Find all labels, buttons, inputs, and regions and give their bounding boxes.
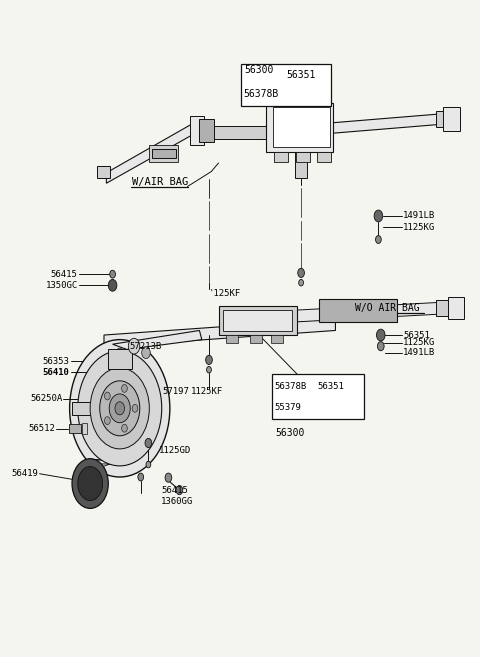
Circle shape: [115, 402, 124, 415]
Polygon shape: [226, 335, 238, 343]
Text: 1350GC: 1350GC: [46, 281, 78, 290]
Text: 56353: 56353: [42, 357, 69, 366]
Circle shape: [105, 417, 110, 424]
Text: 56300: 56300: [244, 65, 273, 75]
Text: 56351: 56351: [287, 70, 316, 79]
Text: 56300: 56300: [276, 428, 305, 438]
Text: 57197: 57197: [162, 388, 189, 396]
Circle shape: [78, 351, 162, 466]
Circle shape: [132, 405, 138, 412]
Circle shape: [377, 342, 384, 351]
Polygon shape: [72, 402, 113, 415]
Polygon shape: [436, 300, 452, 316]
Polygon shape: [295, 302, 441, 322]
Circle shape: [142, 347, 150, 359]
Text: 1491LB: 1491LB: [403, 348, 435, 357]
Text: 56415: 56415: [51, 270, 78, 279]
Polygon shape: [190, 116, 204, 145]
Bar: [273, 374, 364, 419]
Circle shape: [165, 473, 172, 482]
Circle shape: [70, 340, 170, 477]
Circle shape: [110, 270, 116, 278]
Circle shape: [138, 473, 144, 481]
Text: 57213B: 57213B: [129, 342, 162, 351]
Polygon shape: [149, 145, 178, 162]
Text: 56378B: 56378B: [275, 382, 307, 390]
Polygon shape: [447, 297, 464, 319]
Circle shape: [376, 329, 385, 341]
Polygon shape: [296, 152, 310, 162]
Text: 1125GD: 1125GD: [159, 446, 191, 455]
Circle shape: [108, 279, 117, 291]
Text: '125KF: '125KF: [209, 289, 241, 298]
Circle shape: [78, 466, 103, 501]
Text: 1491LB: 1491LB: [403, 212, 435, 221]
Text: 56378B: 56378B: [243, 89, 278, 99]
Circle shape: [126, 352, 132, 360]
Polygon shape: [271, 335, 283, 343]
Bar: [69, 424, 81, 433]
Polygon shape: [319, 299, 397, 322]
Polygon shape: [274, 107, 330, 147]
Text: W/AIR BAG: W/AIR BAG: [132, 177, 188, 187]
Polygon shape: [317, 152, 331, 162]
Text: 56250A: 56250A: [30, 394, 62, 403]
Polygon shape: [257, 114, 441, 139]
Polygon shape: [84, 464, 117, 474]
Circle shape: [105, 392, 110, 400]
Text: 56512: 56512: [28, 424, 55, 433]
Circle shape: [90, 368, 149, 449]
Text: 56351: 56351: [317, 382, 344, 390]
Polygon shape: [107, 122, 195, 183]
Polygon shape: [295, 152, 307, 178]
Circle shape: [206, 367, 211, 373]
Polygon shape: [113, 330, 202, 350]
Circle shape: [176, 486, 183, 495]
Text: 1125KF: 1125KF: [192, 388, 224, 396]
Circle shape: [375, 236, 381, 244]
Text: 56415: 56415: [161, 486, 188, 495]
Polygon shape: [223, 310, 292, 331]
Circle shape: [299, 279, 303, 286]
Polygon shape: [104, 319, 336, 347]
Text: 1125KG: 1125KG: [403, 223, 435, 232]
Circle shape: [100, 381, 140, 436]
Text: 56419: 56419: [11, 469, 38, 478]
Text: 1125KG: 1125KG: [403, 338, 435, 348]
Text: 56351: 56351: [403, 330, 430, 340]
Polygon shape: [443, 107, 459, 131]
Bar: [241, 64, 331, 106]
Circle shape: [205, 355, 212, 365]
Bar: [82, 422, 87, 434]
Polygon shape: [202, 125, 269, 139]
Circle shape: [109, 394, 130, 422]
Circle shape: [374, 210, 383, 222]
Text: 56410: 56410: [42, 368, 69, 377]
Circle shape: [145, 438, 152, 447]
Polygon shape: [97, 166, 110, 178]
Circle shape: [298, 268, 304, 277]
Circle shape: [128, 338, 140, 354]
Text: W/O AIR BAG: W/O AIR BAG: [355, 303, 419, 313]
Polygon shape: [108, 350, 132, 369]
Circle shape: [121, 384, 127, 392]
Polygon shape: [436, 111, 447, 127]
Circle shape: [146, 461, 151, 468]
Polygon shape: [275, 152, 288, 162]
Text: 1360GG: 1360GG: [161, 497, 193, 507]
Circle shape: [116, 348, 123, 359]
Polygon shape: [266, 102, 333, 152]
Polygon shape: [152, 148, 176, 158]
Circle shape: [72, 459, 108, 509]
Polygon shape: [250, 335, 262, 343]
Circle shape: [121, 424, 127, 432]
Polygon shape: [199, 119, 214, 142]
Polygon shape: [218, 306, 297, 335]
Text: 55379: 55379: [275, 403, 301, 412]
